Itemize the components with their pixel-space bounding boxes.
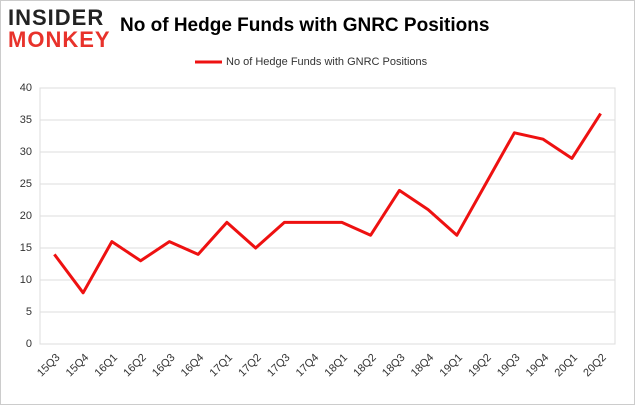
y-tick-label: 10	[20, 274, 32, 286]
y-tick-label: 20	[20, 210, 32, 222]
legend-label: No of Hedge Funds with GNRC Positions	[226, 56, 428, 68]
data-line	[53, 112, 602, 295]
chart-title: No of Hedge Funds with GNRC Positions	[120, 15, 489, 36]
logo-bottom: MONKEY	[8, 27, 111, 52]
y-tick-label: 5	[26, 306, 32, 318]
y-tick-label: 15	[20, 242, 32, 254]
y-tick-label: 35	[20, 114, 32, 126]
y-tick-label: 30	[20, 146, 32, 158]
y-tick-label: 25	[20, 178, 32, 190]
y-tick-label: 0	[26, 338, 32, 350]
y-tick-label: 40	[20, 82, 32, 94]
logo-top: INSIDER	[8, 5, 104, 30]
